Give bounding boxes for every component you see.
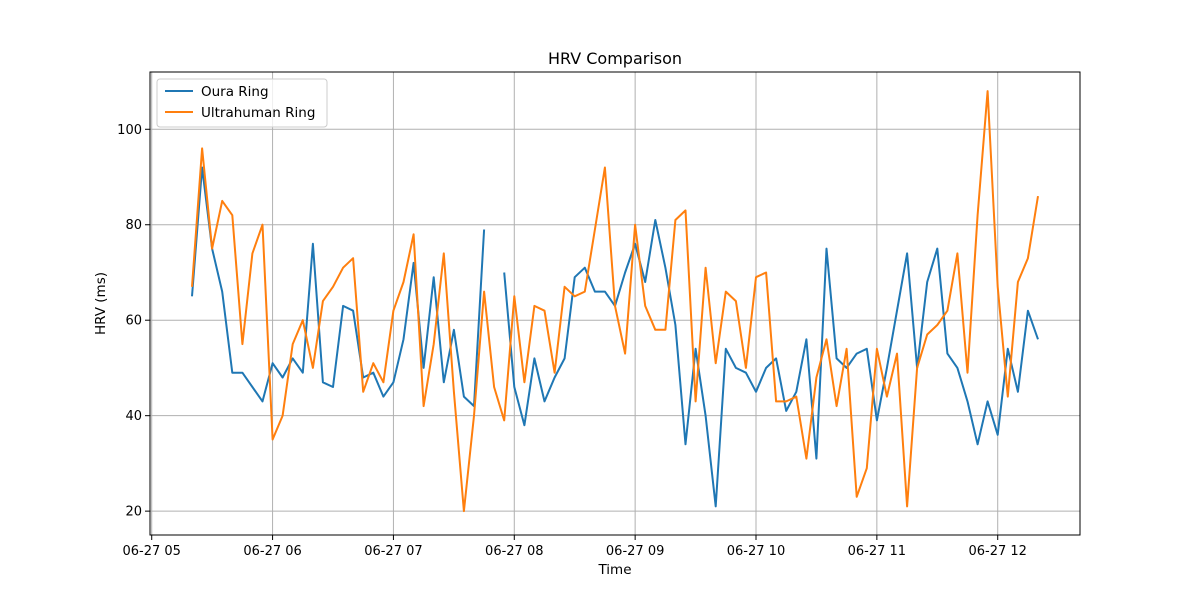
x-tick-label: 06-27 08 — [485, 544, 543, 559]
x-tick-label: 06-27 09 — [606, 544, 664, 559]
y-tick-label: 40 — [125, 409, 142, 424]
x-tick-label: 06-27 10 — [727, 544, 785, 559]
series-layer — [191, 90, 1039, 513]
grid — [150, 72, 1080, 535]
series-line — [191, 166, 1039, 508]
x-tick-label: 06-27 05 — [122, 544, 180, 559]
legend: Oura Ring Ultrahuman Ring — [156, 78, 328, 128]
x-tick-label: 06-27 12 — [968, 544, 1026, 559]
x-tick-label: 06-27 06 — [243, 544, 301, 559]
chart-title: HRV Comparison — [548, 49, 682, 68]
legend-label: Oura Ring — [201, 84, 269, 100]
plot-area-frame — [149, 71, 1081, 536]
x-axis-label: Time — [597, 562, 631, 578]
y-tick-label: 80 — [125, 218, 142, 233]
legend-box — [156, 78, 328, 128]
series-oura-ring — [191, 166, 1039, 508]
y-tick-label: 100 — [117, 123, 142, 138]
series-line — [191, 90, 1039, 513]
y-axis-ticks: 20 40 60 80 100 — [117, 123, 150, 520]
x-axis-ticks: 06-27 05 06-27 06 06-27 07 06-27 08 06-27 09… — [122, 535, 1027, 559]
legend-label: Ultrahuman Ring — [201, 105, 315, 121]
x-tick-label: 06-27 07 — [364, 544, 422, 559]
y-tick-label: 20 — [125, 505, 142, 520]
x-tick-label: 06-27 11 — [848, 544, 906, 559]
y-axis-label: HRV (ms) — [93, 272, 109, 335]
series-ultrahuman-ring — [191, 90, 1039, 513]
y-tick-label: 60 — [125, 314, 142, 329]
